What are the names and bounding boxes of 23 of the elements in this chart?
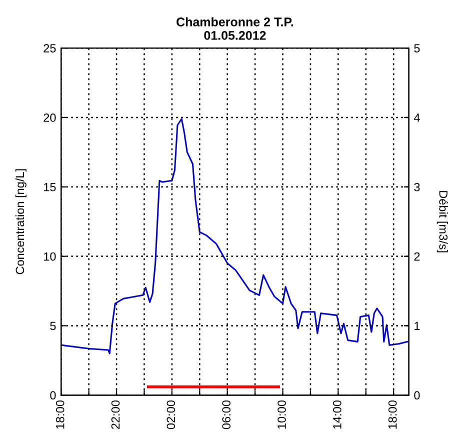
x-tick-label: 06:00 [222, 400, 231, 430]
x-tick-label: 10:00 [278, 400, 286, 429]
y2-tick-label: 3 [414, 182, 420, 192]
y-tick-label: 20 [44, 114, 56, 122]
y2-tick-label: 5 [414, 44, 420, 52]
y-tick-label: 15 [44, 183, 56, 192]
y-tick-label: 0 [50, 391, 56, 400]
y2-tick-label: 2 [414, 252, 420, 261]
y-tick-label: 25 [44, 44, 56, 52]
y-axis-title: Concentration [ng/L] [15, 169, 26, 274]
y-tick-label: 10 [44, 252, 56, 261]
y2-axis-title: Débit [m3/s] [436, 191, 448, 252]
chart-title: Chamberonne 2 T.P. 01.05.2012 [176, 17, 294, 40]
y-tick-label: 5 [50, 322, 56, 330]
y2-tick-label: 1 [414, 322, 420, 330]
x-tick-label: 14:00 [332, 400, 342, 429]
x-tick-label: 18:00 [388, 400, 397, 429]
y2-tick-label: 0 [414, 391, 420, 400]
x-tick-label: 02:00 [166, 400, 176, 430]
x-tick-label: 18:00 [56, 400, 64, 429]
y2-tick-label: 4 [414, 114, 420, 122]
line-series [61, 118, 408, 354]
x-tick-label: 22:00 [111, 400, 120, 429]
